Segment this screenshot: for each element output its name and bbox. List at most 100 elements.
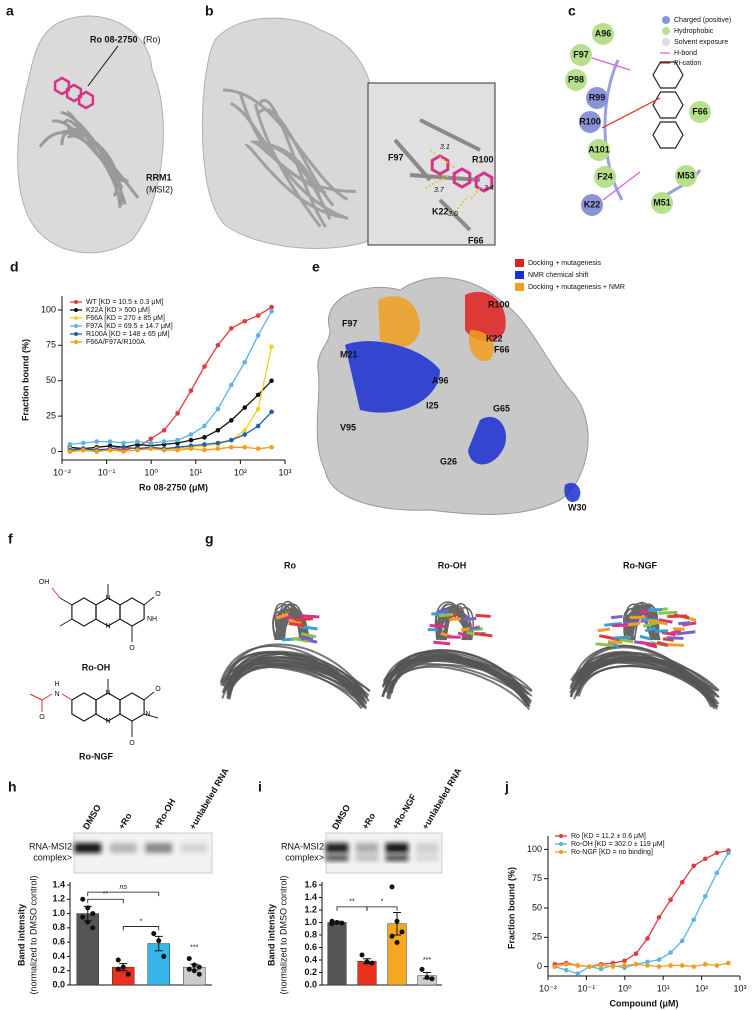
- y-tick-label: 75: [532, 873, 542, 883]
- gel-band: [325, 843, 349, 853]
- ligand: [461, 616, 477, 622]
- label: O: [129, 740, 135, 747]
- series-line: [69, 306, 272, 453]
- series-line: [69, 411, 273, 451]
- ligand: [612, 623, 629, 628]
- data-point: [691, 917, 697, 923]
- data-point: [156, 938, 162, 944]
- label: N: [105, 690, 110, 697]
- residue-node: [588, 139, 610, 161]
- series-line: [69, 310, 273, 446]
- series-line: [69, 346, 273, 451]
- data-point: [125, 971, 131, 977]
- data-point: [703, 961, 708, 967]
- legend-marker: [74, 316, 78, 320]
- h-bond: [429, 149, 456, 169]
- label: NMR chemical shift: [528, 272, 588, 279]
- label: Pi-cation: [674, 60, 701, 67]
- label: (Ro): [143, 34, 161, 44]
- data-point: [121, 444, 126, 450]
- data-point: [269, 344, 274, 350]
- gel-band: [109, 843, 137, 853]
- series-line: [554, 852, 729, 975]
- gel-band: [415, 855, 439, 861]
- h-bond: [469, 187, 481, 201]
- ring: [53, 76, 71, 96]
- data-point: [394, 918, 400, 924]
- data-point: [419, 966, 425, 972]
- data-point: [242, 318, 248, 324]
- label: K22: [584, 199, 601, 209]
- ligand: [654, 629, 669, 633]
- x-tick-label: 10⁻²: [53, 467, 71, 477]
- gel-label: complex>: [285, 852, 324, 862]
- label: N: [54, 691, 59, 698]
- lane-label: +unlabeled RNA: [420, 766, 464, 831]
- data-point: [228, 444, 234, 450]
- data-point: [196, 964, 202, 970]
- data-point: [148, 436, 154, 442]
- data-point: [633, 951, 639, 957]
- data-point: [202, 435, 207, 440]
- legend-marker: [559, 834, 563, 838]
- label: N: [145, 711, 150, 718]
- data-point: [633, 961, 639, 967]
- data-point: [679, 879, 685, 885]
- data-point: [575, 971, 581, 976]
- surface-patch: [465, 291, 506, 342]
- stroke-line: [143, 596, 155, 606]
- sig-bracket: [87, 898, 124, 904]
- loop: [275, 611, 306, 641]
- data-point: [175, 447, 180, 453]
- legend-icon: [662, 16, 670, 24]
- lane-label: +Ro: [116, 811, 134, 831]
- residue-node: [594, 166, 616, 188]
- h-bond: [424, 175, 449, 189]
- data-point: [215, 343, 221, 348]
- data-point: [255, 333, 261, 338]
- label: d: [10, 259, 19, 275]
- ring: [71, 692, 97, 722]
- x-tick-label: 10⁻²: [539, 983, 557, 993]
- y-axis-label: Fraction bound (%): [20, 339, 30, 421]
- data-point: [622, 958, 627, 964]
- ligand: [610, 614, 623, 620]
- y-axis-label: (normalized to DMSO control): [278, 875, 288, 994]
- label: A101: [588, 144, 610, 154]
- gel-band: [415, 843, 439, 853]
- gel-band: [145, 843, 173, 853]
- label: H-bond: [674, 50, 697, 57]
- legend-label: F66A [KD = 270 ± 85 μM]: [86, 315, 165, 322]
- label: Charged (positive): [674, 17, 731, 24]
- legend-marker: [559, 842, 563, 846]
- label: Docking + mutagenesis: [528, 260, 601, 267]
- ligand: [295, 617, 313, 622]
- ribbon: [51, 119, 130, 184]
- data-point: [186, 956, 192, 962]
- side-chain: [419, 118, 481, 152]
- ribbon: [570, 652, 720, 705]
- series-line: [69, 446, 272, 453]
- label: O: [155, 686, 161, 693]
- ribbon: [227, 662, 368, 705]
- data-point: [161, 447, 167, 453]
- stroke-line: [29, 693, 43, 701]
- series-line: [69, 380, 273, 450]
- data-point: [242, 432, 248, 437]
- data-point: [215, 446, 221, 451]
- ribbon: [381, 663, 533, 697]
- ribbon: [243, 143, 343, 219]
- sig-label: *: [381, 899, 384, 906]
- data-point: [610, 964, 616, 969]
- data-point: [80, 447, 86, 453]
- loop: [626, 605, 658, 641]
- label: R100: [579, 116, 601, 126]
- data-point: [161, 953, 167, 959]
- data-point: [228, 418, 234, 423]
- ligand: [676, 630, 696, 636]
- data-point: [394, 940, 400, 945]
- y-tick-label: 25: [46, 410, 56, 420]
- data-point: [564, 961, 569, 967]
- gel-band: [355, 843, 379, 853]
- data-point: [369, 960, 375, 966]
